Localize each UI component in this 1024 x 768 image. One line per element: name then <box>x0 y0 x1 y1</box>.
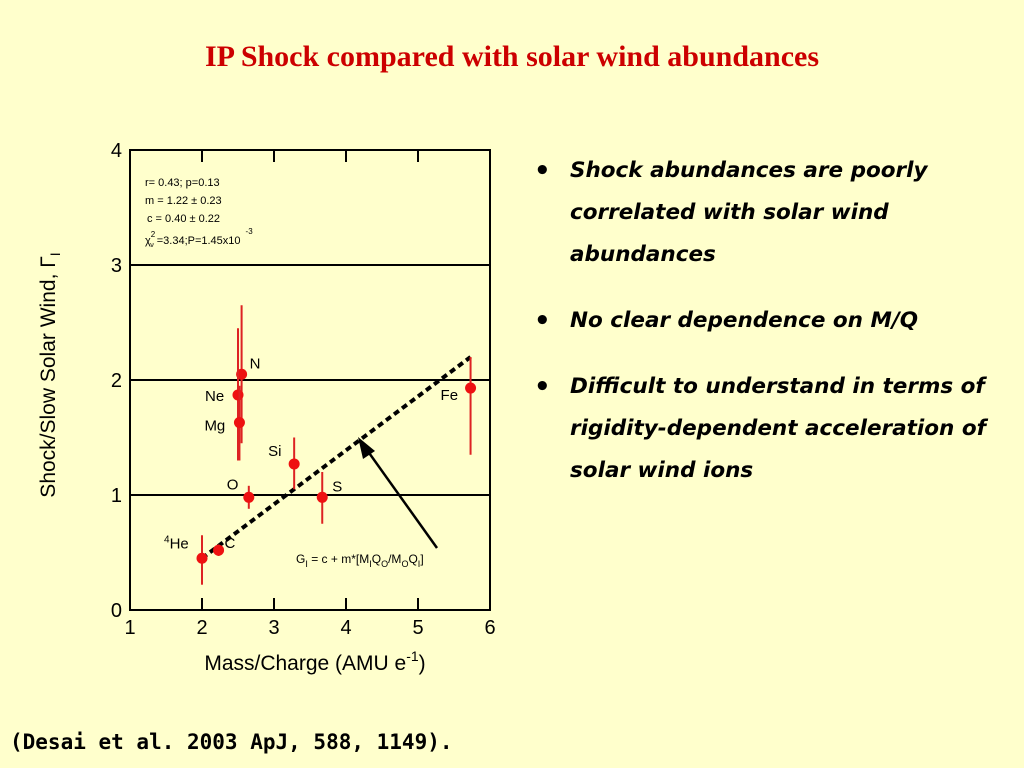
bullet-list: • Shock abundances are poorly correlated … <box>530 150 1000 516</box>
bullet-text: Shock abundances are poorly correlated w… <box>570 158 928 267</box>
data-point <box>233 417 245 429</box>
data-point <box>465 382 477 394</box>
stats-line-2: m = 1.22 ± 0.23 <box>145 195 222 207</box>
x-axis-label-sup: -1 <box>406 648 419 664</box>
x-axis-label-end: ) <box>419 652 426 675</box>
slide-title: IP Shock compared with solar wind abunda… <box>204 40 820 73</box>
stats-chi-sub: ν <box>150 242 154 249</box>
y-tick-label: 4 <box>111 140 122 162</box>
bullet-dot-icon: • <box>534 306 551 336</box>
stats-chi-sup: 2 <box>151 230 156 239</box>
x-axis-label: Mass/Charge (AMU e-1) <box>204 648 425 675</box>
point-label: Fe <box>441 387 459 404</box>
data-point <box>243 491 255 503</box>
citation: (Desai et al. 2003 ApJ, 588, 1149). <box>10 730 453 754</box>
y-axis-label-sub: I <box>47 252 63 256</box>
fit-line <box>200 355 472 560</box>
bullet-item: • Difficult to understand in terms of rig… <box>530 366 1000 492</box>
stats-line-1: r= 0.43; p=0.13 <box>145 177 220 189</box>
x-tick-label: 2 <box>196 617 207 639</box>
stats-line-4: =3.34;P=1.45x10 <box>157 235 241 247</box>
x-tick-label: 6 <box>484 617 495 639</box>
fit-equation: GI = c + m*[MIQO/MOQI] <box>296 552 424 569</box>
annotation-arrowhead <box>358 437 375 459</box>
stats-chi: χ <box>145 235 151 247</box>
y-tick-label: 2 <box>111 370 122 392</box>
y-tick-label: 1 <box>111 485 122 507</box>
data-point <box>213 544 225 556</box>
x-tick-label: 3 <box>268 617 279 639</box>
bullet-text: No clear dependence on M/Q <box>570 308 918 333</box>
bullet-text: Difficult to understand in terms of rigi… <box>570 374 986 483</box>
point-label: Si <box>268 443 281 460</box>
x-tick-label: 4 <box>340 617 351 639</box>
stats-box: r= 0.43; p=0.13 m = 1.22 ± 0.23 c = 0.40… <box>145 177 253 249</box>
data-point <box>316 491 328 503</box>
x-tick-label: 5 <box>412 617 423 639</box>
y-tick-label: 3 <box>111 255 122 277</box>
point-label: Mg <box>204 418 225 435</box>
stats-pval-sup: -3 <box>246 227 254 236</box>
point-label: Ne <box>205 388 224 405</box>
svg-text:χ2ν=3.34;P=1.45x10-3: χ2 ν =3.34;P=1.45x10 -3 <box>145 227 253 249</box>
annotation-arrow-line <box>360 442 439 549</box>
data-point <box>232 389 244 401</box>
bullet-dot-icon: • <box>534 372 551 402</box>
bullet-dot-icon: • <box>534 156 551 186</box>
x-axis-label-main: Mass/Charge (AMU e <box>204 652 406 675</box>
bullet-item: • Shock abundances are poorly correlated … <box>530 150 1000 276</box>
point-label: 4He <box>164 534 189 552</box>
y-axis-label: Shock/Slow Solar Wind, ΓI <box>37 252 63 497</box>
stats-line-3: c = 0.40 ± 0.22 <box>147 213 220 225</box>
data-point <box>196 552 208 564</box>
data-point <box>288 458 300 470</box>
point-label: S <box>332 478 342 495</box>
bullet-item: • No clear dependence on M/Q <box>530 300 1000 342</box>
point-label: C <box>225 535 236 552</box>
x-tick-label: 1 <box>124 617 135 639</box>
point-label: N <box>250 355 261 372</box>
point-label: O <box>227 476 239 493</box>
y-tick-label: 0 <box>111 600 122 622</box>
y-axis-label-main: Shock/Slow Solar Wind, Γ <box>37 256 60 498</box>
